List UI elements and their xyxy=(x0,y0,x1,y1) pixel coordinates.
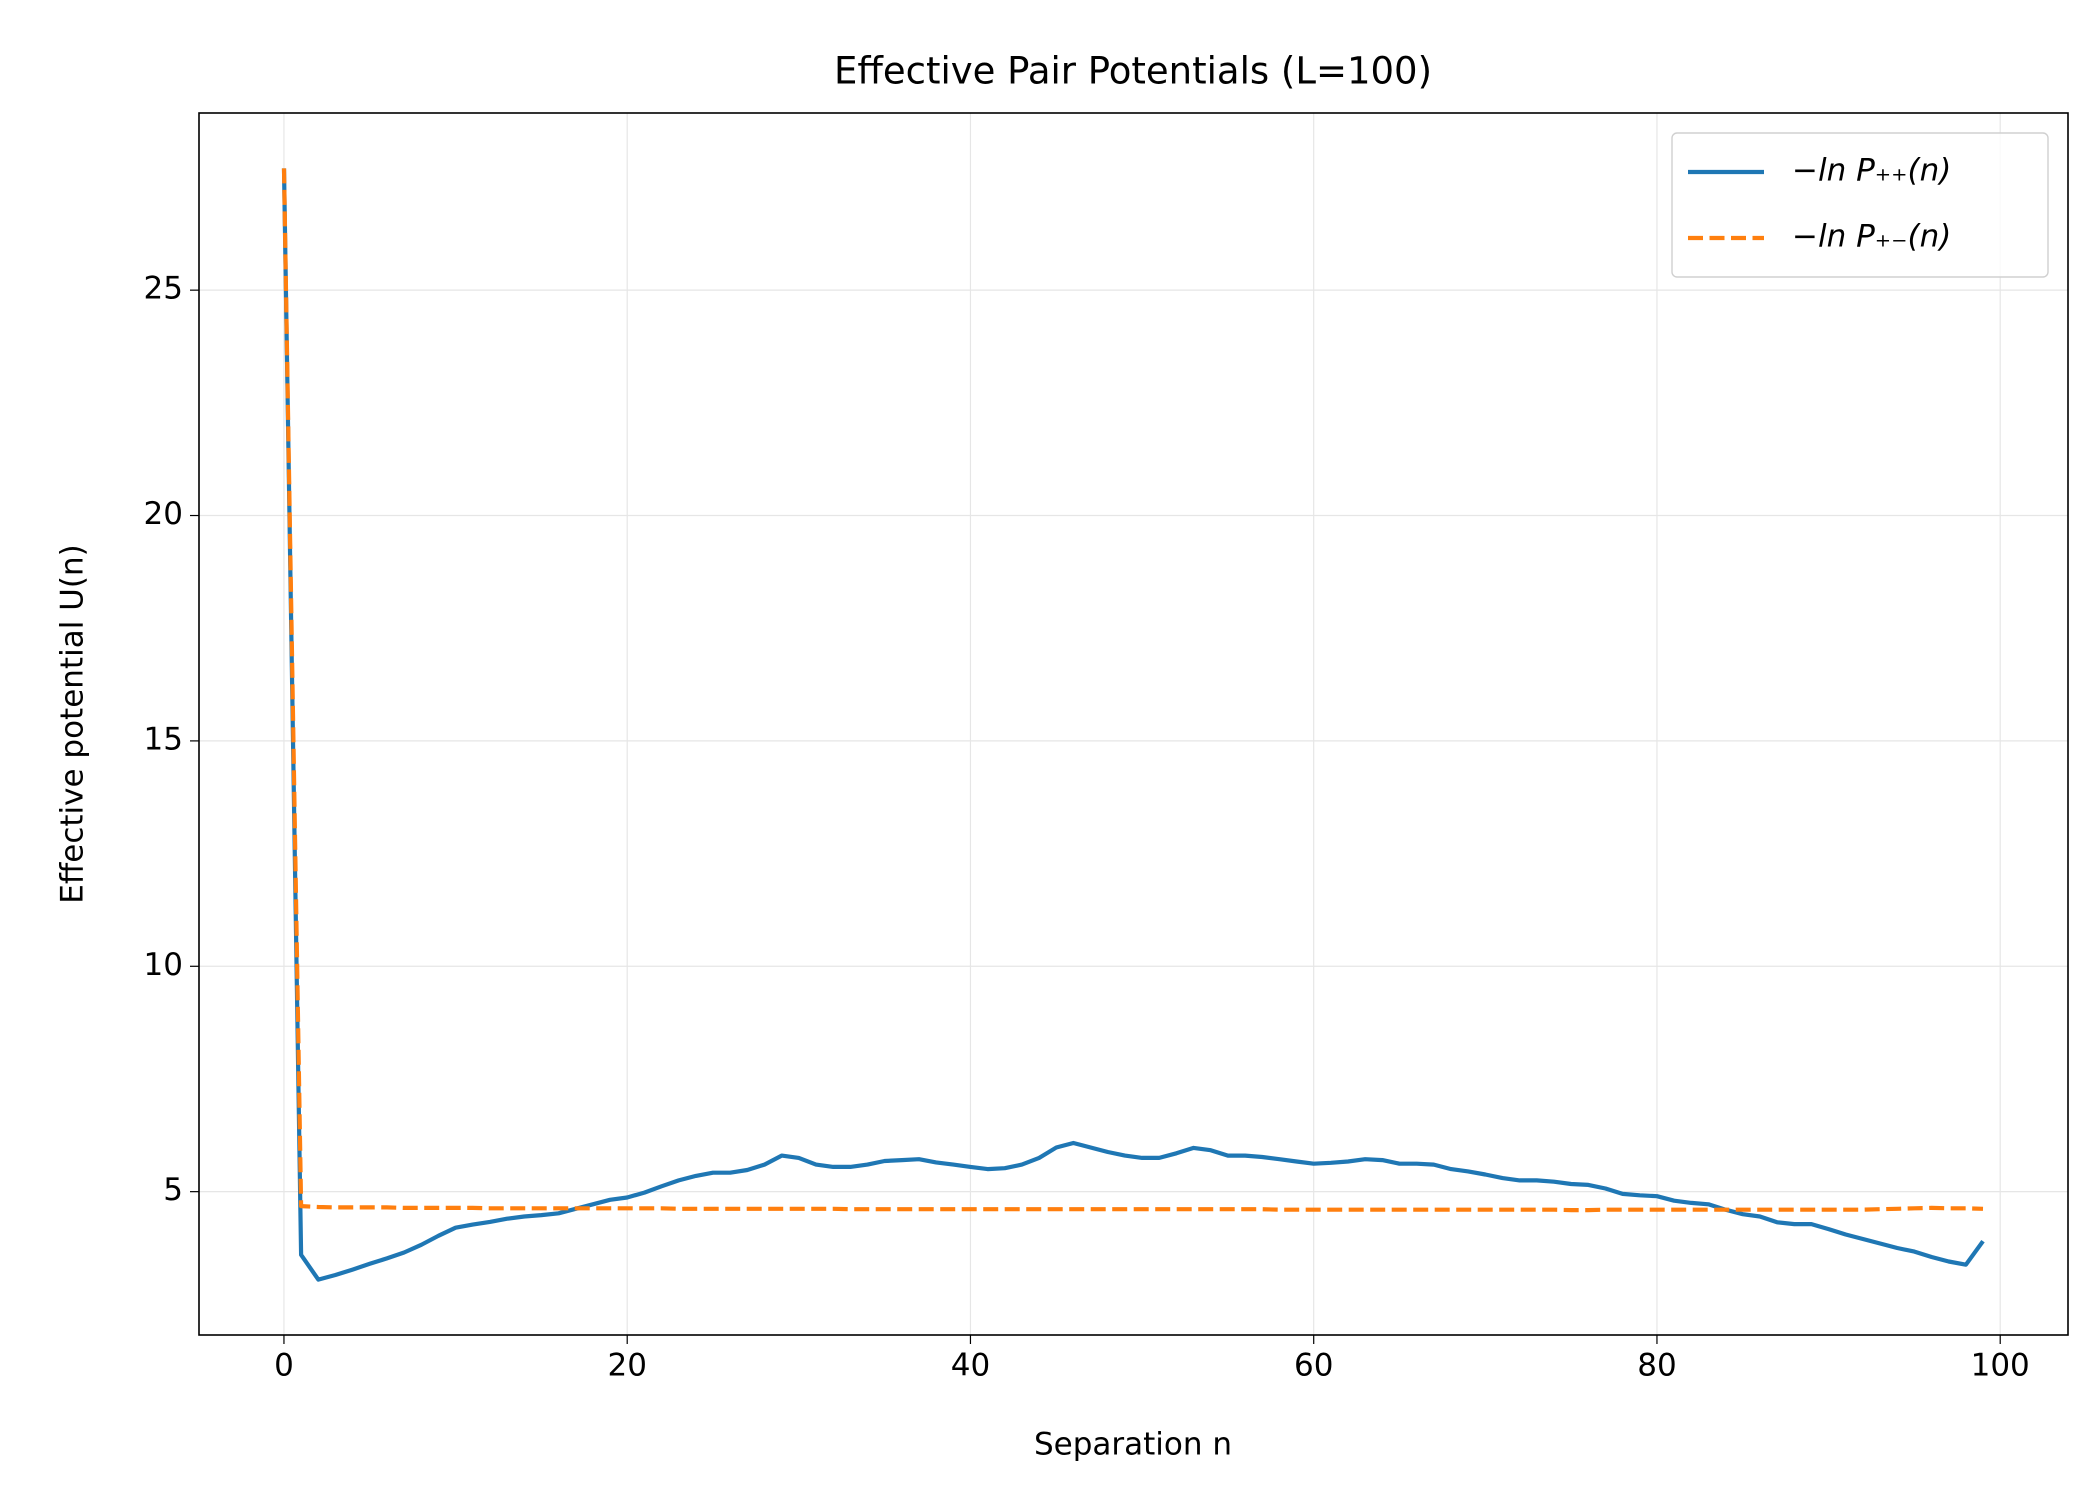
y-tick-label: 10 xyxy=(144,947,183,983)
x-tick-label: 60 xyxy=(1294,1348,1333,1384)
x-axis-label: Separation n xyxy=(1034,1427,1232,1463)
y-tick-label: 25 xyxy=(144,271,183,307)
x-tick-label: 100 xyxy=(1971,1348,2030,1384)
data-line xyxy=(281,168,1984,1213)
legend-label: −ln P₊₋(n) xyxy=(1792,219,1951,255)
data-line xyxy=(281,168,1985,1282)
legend: −ln P₊₊(n) −ln P₊₋(n) xyxy=(1671,132,2049,278)
y-tick-label: 15 xyxy=(144,721,183,757)
x-tick-label: 20 xyxy=(607,1348,646,1384)
legend-box xyxy=(1671,132,2049,278)
x-tick-label: 0 xyxy=(274,1348,294,1384)
chart-title: Effective Pair Potentials (L=100) xyxy=(834,50,1432,93)
legend-label: −ln P₊₊(n) xyxy=(1792,153,1951,189)
y-tick-label: 5 xyxy=(163,1172,183,1208)
x-tick-label: 80 xyxy=(1637,1348,1676,1384)
y-tick-label: 20 xyxy=(144,496,183,532)
x-tick-label: 40 xyxy=(951,1348,990,1384)
y-axis-label: Effective potential U(n) xyxy=(55,544,91,903)
plot-frame xyxy=(198,112,2069,1336)
